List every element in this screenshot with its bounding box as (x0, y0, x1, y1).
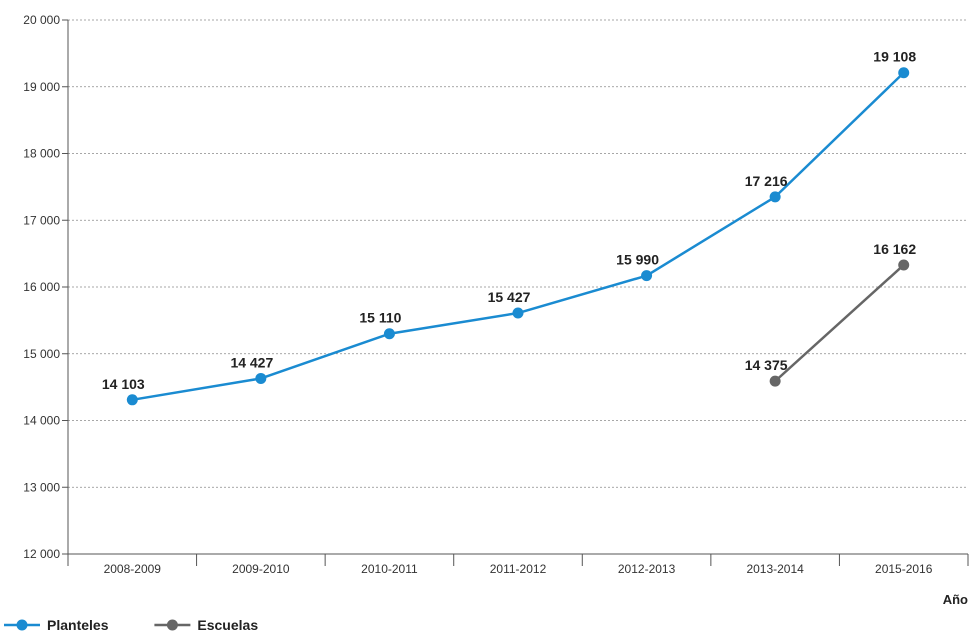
data-point-planteles (898, 67, 910, 79)
legend-label-escuelas: Escuelas (197, 617, 258, 633)
x-tick-label: 2011-2012 (490, 562, 547, 576)
legend-item-escuelas: Escuelas (154, 617, 258, 633)
y-tick-label: 17 000 (23, 213, 60, 227)
data-label-planteles: 15 427 (488, 289, 531, 305)
x-axis-ticks: 2008-2009 2009-2010 2010-2011 2011-2012 2012… (67, 554, 969, 576)
data-label-planteles: 19 108 (873, 49, 916, 65)
y-tick-label: 14 000 (23, 414, 60, 428)
legend-label-planteles: Planteles (47, 617, 109, 633)
series-lines (126, 67, 910, 406)
x-tick-label: 2010-2011 (361, 562, 418, 576)
x-tick-label: 2012-2013 (618, 562, 676, 576)
series-line-escuelas (774, 264, 905, 383)
series-line-planteles (132, 71, 905, 402)
data-point-escuelas (769, 375, 781, 387)
data-label-escuelas: 16 162 (873, 241, 916, 257)
legend-marker-escuelas (166, 619, 178, 631)
data-label-planteles: 17 216 (745, 173, 788, 189)
data-point-escuelas (898, 259, 910, 271)
legend-item-planteles: Planteles (4, 617, 109, 633)
y-tick-label: 16 000 (23, 280, 60, 294)
data-label-planteles: 15 110 (359, 310, 401, 326)
y-tick-label: 19 000 (23, 80, 60, 94)
data-point-planteles (126, 394, 138, 406)
x-axis-title: Año (943, 592, 968, 607)
y-tick-label: 20 000 (23, 13, 60, 27)
legend-marker-planteles (16, 619, 28, 631)
data-point-planteles (641, 270, 653, 282)
grid-lines (68, 19, 968, 488)
y-tick-label: 13 000 (23, 480, 60, 494)
data-point-planteles (255, 372, 267, 384)
x-tick-label: 2008-2009 (104, 562, 162, 576)
legend: Planteles Escuelas (4, 617, 258, 633)
y-tick-label: 15 000 (23, 347, 60, 361)
data-point-planteles (769, 191, 781, 203)
y-tick-label: 12 000 (23, 547, 60, 561)
data-label-planteles: 14 103 (102, 376, 145, 392)
x-tick-label: 2009-2010 (232, 562, 290, 576)
data-label-planteles: 15 990 (616, 252, 659, 268)
data-label-escuelas: 14 375 (745, 357, 788, 373)
data-label-planteles: 14 427 (230, 354, 273, 370)
data-labels: 14 103 14 427 15 110 15 427 15 990 17 216 19 1… (102, 49, 916, 392)
x-tick-label: 2015-2016 (875, 562, 933, 576)
data-point-planteles (512, 307, 524, 319)
y-axis-ticks: 12 000 13 000 14 000 15 000 16 000 17 000 18 0… (23, 13, 69, 561)
data-point-planteles (383, 328, 395, 340)
y-tick-label: 18 000 (23, 147, 60, 161)
x-tick-label: 2013-2014 (746, 562, 804, 576)
